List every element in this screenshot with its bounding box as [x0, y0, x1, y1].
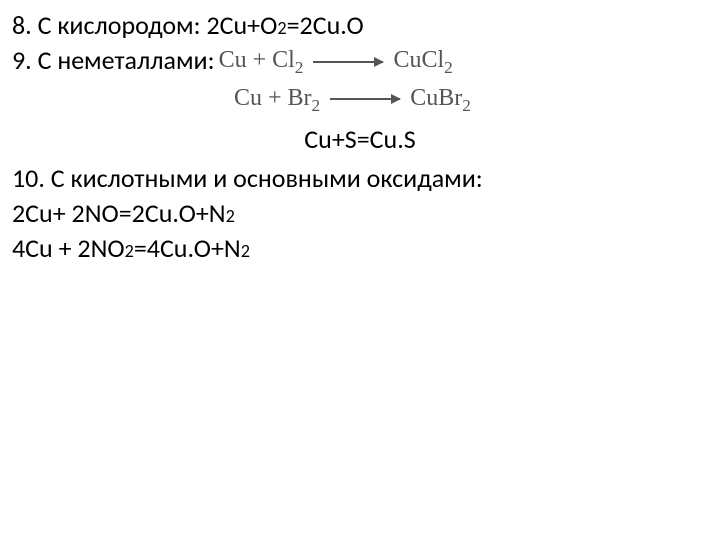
- formula-cubr2: Cu + Br2 CuBr2: [234, 82, 471, 114]
- eqB-p2: =4Cu.O+N: [134, 231, 241, 266]
- f2-right: CuBr: [410, 85, 462, 111]
- formula-cucl2: Cu + Cl2 CuCl2: [219, 44, 453, 76]
- center-text: Cu+S=Cu.S: [304, 123, 415, 155]
- line-9: 9. С неметаллами: Cu + Cl2 CuCl2: [12, 43, 708, 78]
- line8-eq-left: 2Cu+O: [206, 8, 277, 43]
- arrow-icon: [330, 98, 400, 100]
- line8-prefix: 8. С кислородом:: [12, 8, 206, 43]
- line9-prefix: 9. С неметаллами:: [12, 43, 215, 78]
- f2-left: Cu + Br: [234, 85, 312, 111]
- line-10: 10. С кислотными и основными оксидами:: [12, 161, 708, 196]
- f2-lsub: 2: [312, 96, 321, 115]
- eqB-p1: 4Cu + 2NO: [12, 231, 125, 266]
- f1-lsub: 2: [295, 58, 304, 77]
- equation-b: 4Cu + 2NO 2 =4Cu.O+N 2: [12, 231, 708, 266]
- line10-text: 10. С кислотными и основными оксидами:: [12, 161, 483, 196]
- f1-left: Cu + Cl: [219, 47, 295, 73]
- arrow-icon: [313, 61, 383, 63]
- eqA-p1: 2Cu+ 2NO=2Cu.O+N: [12, 196, 226, 231]
- f1-right: CuCl: [393, 47, 444, 73]
- equation-a: 2Cu+ 2NO=2Cu.O+N 2: [12, 196, 708, 231]
- line8-eq-mid: =2Cu.O: [287, 8, 364, 43]
- formula-row-2: Cu + Br2 CuBr2: [230, 82, 708, 114]
- f2-rsub: 2: [462, 96, 471, 115]
- center-equation: Cu+S=Cu.S: [12, 121, 708, 157]
- line-8: 8. С кислородом: 2Cu+O 2 =2Cu.O: [12, 8, 708, 43]
- f1-rsub: 2: [444, 58, 453, 77]
